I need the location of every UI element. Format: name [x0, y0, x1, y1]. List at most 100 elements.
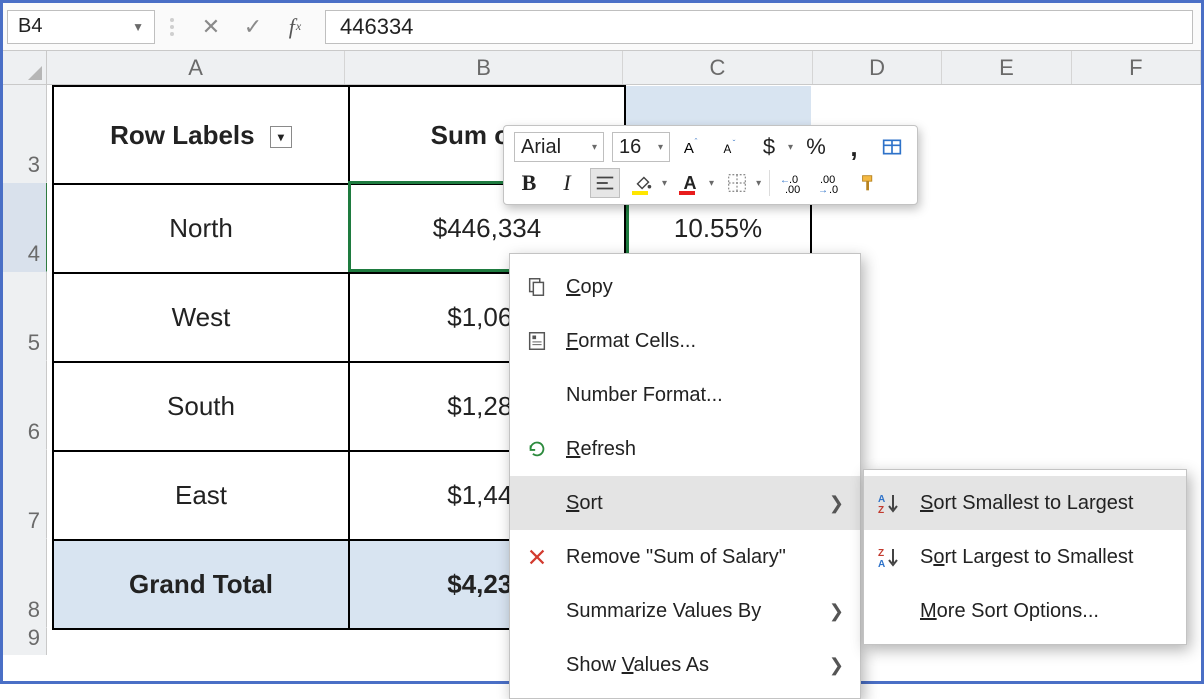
accept-formula-button[interactable]: ✓: [239, 13, 267, 41]
menu-item-label: Remove "Sum of Salary": [566, 546, 844, 569]
x-icon: ✕: [202, 14, 220, 40]
comma-format-button[interactable]: ,: [839, 132, 869, 162]
row-header[interactable]: 5: [3, 272, 47, 361]
pivot-row: West: [53, 273, 349, 362]
refresh-icon: [520, 438, 554, 460]
chevron-down-icon: ▼: [132, 20, 144, 34]
formula-input[interactable]: 446334: [325, 10, 1193, 44]
pivot-row: North: [53, 184, 349, 273]
percent-format-button[interactable]: %: [801, 132, 831, 162]
format-painter-button[interactable]: [854, 168, 884, 198]
bold-button[interactable]: B: [514, 168, 544, 198]
sort-submenu: AZSort Smallest to LargestZASort Largest…: [863, 469, 1187, 645]
column-header[interactable]: D: [813, 51, 942, 84]
menu-item-sort-asc[interactable]: AZ Sort Smallest to Largest: [864, 476, 1186, 530]
menu-item-label: Copy: [566, 276, 844, 299]
row-header[interactable]: 9: [3, 628, 47, 655]
increase-font-button[interactable]: Aˆ: [678, 132, 708, 162]
svg-text:A: A: [878, 494, 885, 505]
pivot-row: East: [53, 451, 349, 540]
chevron-down-icon[interactable]: ▾: [709, 178, 714, 189]
format-table-button[interactable]: [877, 132, 907, 162]
menu-item-sort[interactable]: Sort ❯: [510, 476, 860, 530]
pivot-row: South: [53, 362, 349, 451]
chevron-down-icon[interactable]: ▾: [788, 142, 793, 153]
menu-item-format-cells[interactable]: Format Cells...: [510, 314, 860, 368]
menu-item-label: Summarize Values By: [566, 600, 817, 623]
borders-button[interactable]: [722, 168, 752, 198]
row-header[interactable]: 7: [3, 450, 47, 539]
za-down-icon: ZA: [874, 546, 908, 568]
menu-item-label: More Sort Options...: [920, 600, 1170, 623]
chevron-right-icon: ❯: [829, 493, 844, 514]
column-header[interactable]: B: [345, 51, 623, 84]
column-header[interactable]: C: [623, 51, 813, 84]
cancel-formula-button[interactable]: ✕: [197, 13, 225, 41]
align-left-button[interactable]: [590, 168, 620, 198]
menu-item-remove[interactable]: Remove "Sum of Salary": [510, 530, 860, 584]
svg-text:.00: .00: [785, 184, 800, 194]
mini-toolbar: Arial▾ 16▾ Aˆ Aˇ $ ▾ % , B I ▾ A ▾: [503, 125, 918, 205]
svg-text:Z: Z: [878, 548, 884, 559]
increase-decimal-button[interactable]: ←.0.00: [778, 168, 808, 198]
decrease-font-button[interactable]: Aˇ: [716, 132, 746, 162]
insert-function-button[interactable]: fx: [281, 13, 309, 41]
az-down-icon: AZ: [874, 492, 908, 514]
sheet-icon: [520, 330, 554, 352]
formula-bar-buttons: ✕ ✓ fx: [189, 13, 317, 41]
formula-bar-resize-handle[interactable]: [163, 18, 181, 36]
filter-dropdown-button[interactable]: ▾: [270, 126, 292, 148]
font-family-select[interactable]: Arial▾: [514, 132, 604, 162]
column-header[interactable]: E: [942, 51, 1071, 84]
row-headers: 3456789: [3, 85, 47, 655]
font-color-button[interactable]: A: [675, 168, 705, 198]
row-header[interactable]: 3: [3, 85, 47, 183]
svg-text:ˆ: ˆ: [695, 137, 698, 147]
formula-bar: B4 ▼ ✕ ✓ fx 446334: [3, 3, 1201, 51]
svg-text:A: A: [684, 140, 694, 157]
copy-icon: [520, 276, 554, 298]
menu-item-label: Sort Smallest to Largest: [920, 492, 1170, 515]
column-headers: ABCDEF: [3, 51, 1201, 85]
menu-item-summarize[interactable]: Summarize Values By ❯: [510, 584, 860, 638]
menu-item-label: Show Values As: [566, 654, 817, 677]
svg-text:.0: .0: [829, 184, 838, 194]
menu-item-label: Sort: [566, 492, 817, 515]
pivot-header-label: Row Labels: [110, 120, 254, 150]
menu-item-label: Sort Largest to Smallest: [920, 546, 1170, 569]
menu-item-sort-desc[interactable]: ZA Sort Largest to Smallest: [864, 530, 1186, 584]
menu-item-label: Refresh: [566, 438, 844, 461]
font-size-select[interactable]: 16▾: [612, 132, 670, 162]
column-header[interactable]: A: [47, 51, 346, 84]
chevron-down-icon[interactable]: ▾: [662, 178, 667, 189]
pivot-grand-total-label: Grand Total: [53, 540, 349, 629]
formula-input-value: 446334: [340, 14, 413, 40]
svg-text:A: A: [724, 143, 732, 156]
italic-button[interactable]: I: [552, 168, 582, 198]
row-header[interactable]: 4: [3, 183, 47, 272]
name-box[interactable]: B4 ▼: [7, 10, 155, 44]
menu-item-label: Format Cells...: [566, 330, 844, 353]
chevron-right-icon: ❯: [829, 655, 844, 676]
check-icon: ✓: [244, 14, 262, 40]
menu-item-refresh[interactable]: Refresh: [510, 422, 860, 476]
svg-text:Z: Z: [878, 505, 884, 514]
row-header[interactable]: 6: [3, 361, 47, 450]
svg-text:→: →: [818, 185, 828, 194]
decrease-decimal-button[interactable]: .00→.0: [816, 168, 846, 198]
menu-item-number-format[interactable]: Number Format...: [510, 368, 860, 422]
column-header[interactable]: F: [1072, 51, 1201, 84]
accounting-format-button[interactable]: $: [754, 132, 784, 162]
pivot-header-row-labels[interactable]: Row Labels ▾: [53, 86, 349, 184]
chevron-right-icon: ❯: [829, 601, 844, 622]
menu-item-more-sort[interactable]: More Sort Options...: [864, 584, 1186, 638]
name-box-value: B4: [18, 15, 42, 38]
menu-item-copy[interactable]: Copy: [510, 260, 860, 314]
select-all-button[interactable]: [3, 51, 47, 84]
menu-item-label: Number Format...: [566, 384, 844, 407]
fill-color-button[interactable]: [628, 168, 658, 198]
svg-text:ˇ: ˇ: [733, 138, 736, 148]
chevron-down-icon[interactable]: ▾: [756, 178, 761, 189]
row-header[interactable]: 8: [3, 539, 47, 628]
remove-icon: [520, 546, 554, 568]
